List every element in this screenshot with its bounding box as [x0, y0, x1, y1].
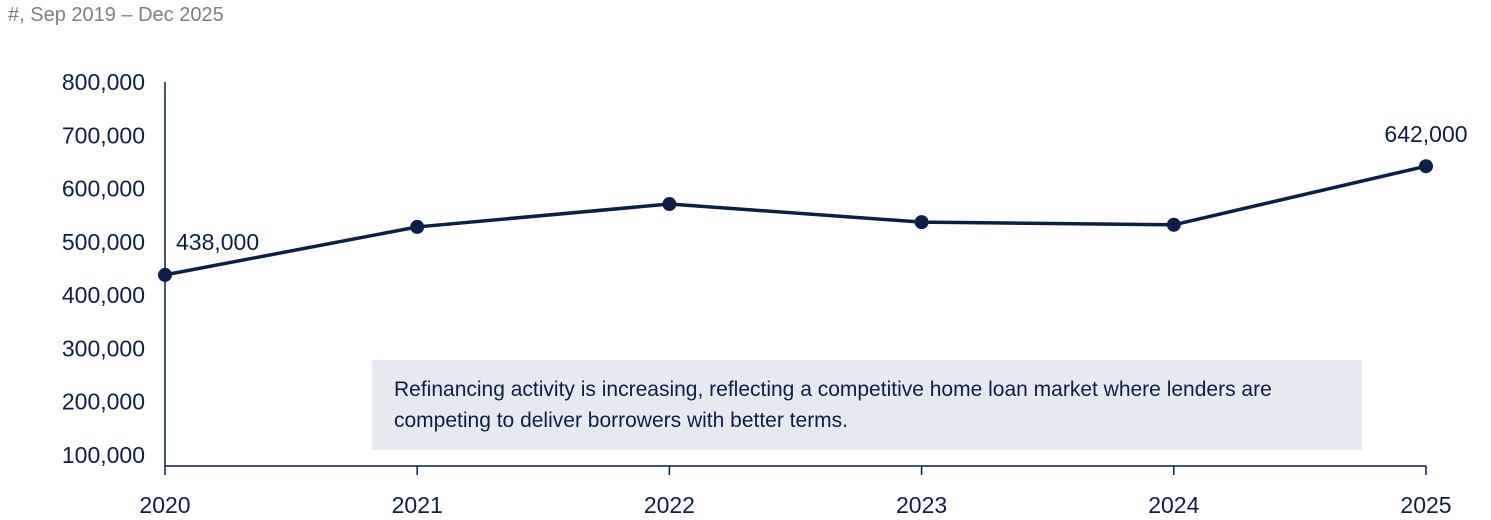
y-tick-label: 800,000: [62, 69, 145, 95]
y-tick-label: 400,000: [62, 282, 145, 308]
y-tick-label: 300,000: [62, 335, 145, 361]
data-label: 642,000: [1384, 121, 1467, 147]
data-label: 438,000: [176, 229, 259, 255]
y-tick-label: 200,000: [62, 389, 145, 415]
data-point: [410, 219, 425, 234]
x-tick-label: 2021: [392, 492, 443, 518]
chart-subtitle: #, Sep 2019 – Dec 2025: [8, 4, 224, 26]
series: [158, 159, 1433, 282]
y-tick-label: 600,000: [62, 176, 145, 202]
data-labels: 438,000 642,000: [176, 121, 1468, 255]
series-line: [164, 164, 1427, 277]
annotation-box: Refinancing activity is increasing, refl…: [372, 360, 1362, 450]
x-tick-label: 2024: [1148, 492, 1199, 518]
data-point: [1419, 159, 1433, 174]
data-point: [158, 267, 172, 282]
y-tick-label: 700,000: [62, 122, 145, 148]
x-axis: 2020 2021 2022 2023 2024 2025: [139, 465, 1452, 518]
x-tick-label: 2022: [644, 492, 695, 518]
x-tick-label: 2025: [1400, 492, 1451, 518]
y-axis: 800,000 700,000 600,000 500,000 400,000 300,0…: [62, 69, 166, 468]
y-tick-label: 500,000: [62, 229, 145, 255]
x-tick-label: 2023: [896, 492, 947, 518]
x-tick-label: 2020: [139, 492, 190, 518]
data-point: [914, 215, 929, 230]
data-point: [662, 197, 677, 212]
data-point: [1166, 217, 1181, 232]
y-tick-label: 100,000: [62, 442, 145, 468]
